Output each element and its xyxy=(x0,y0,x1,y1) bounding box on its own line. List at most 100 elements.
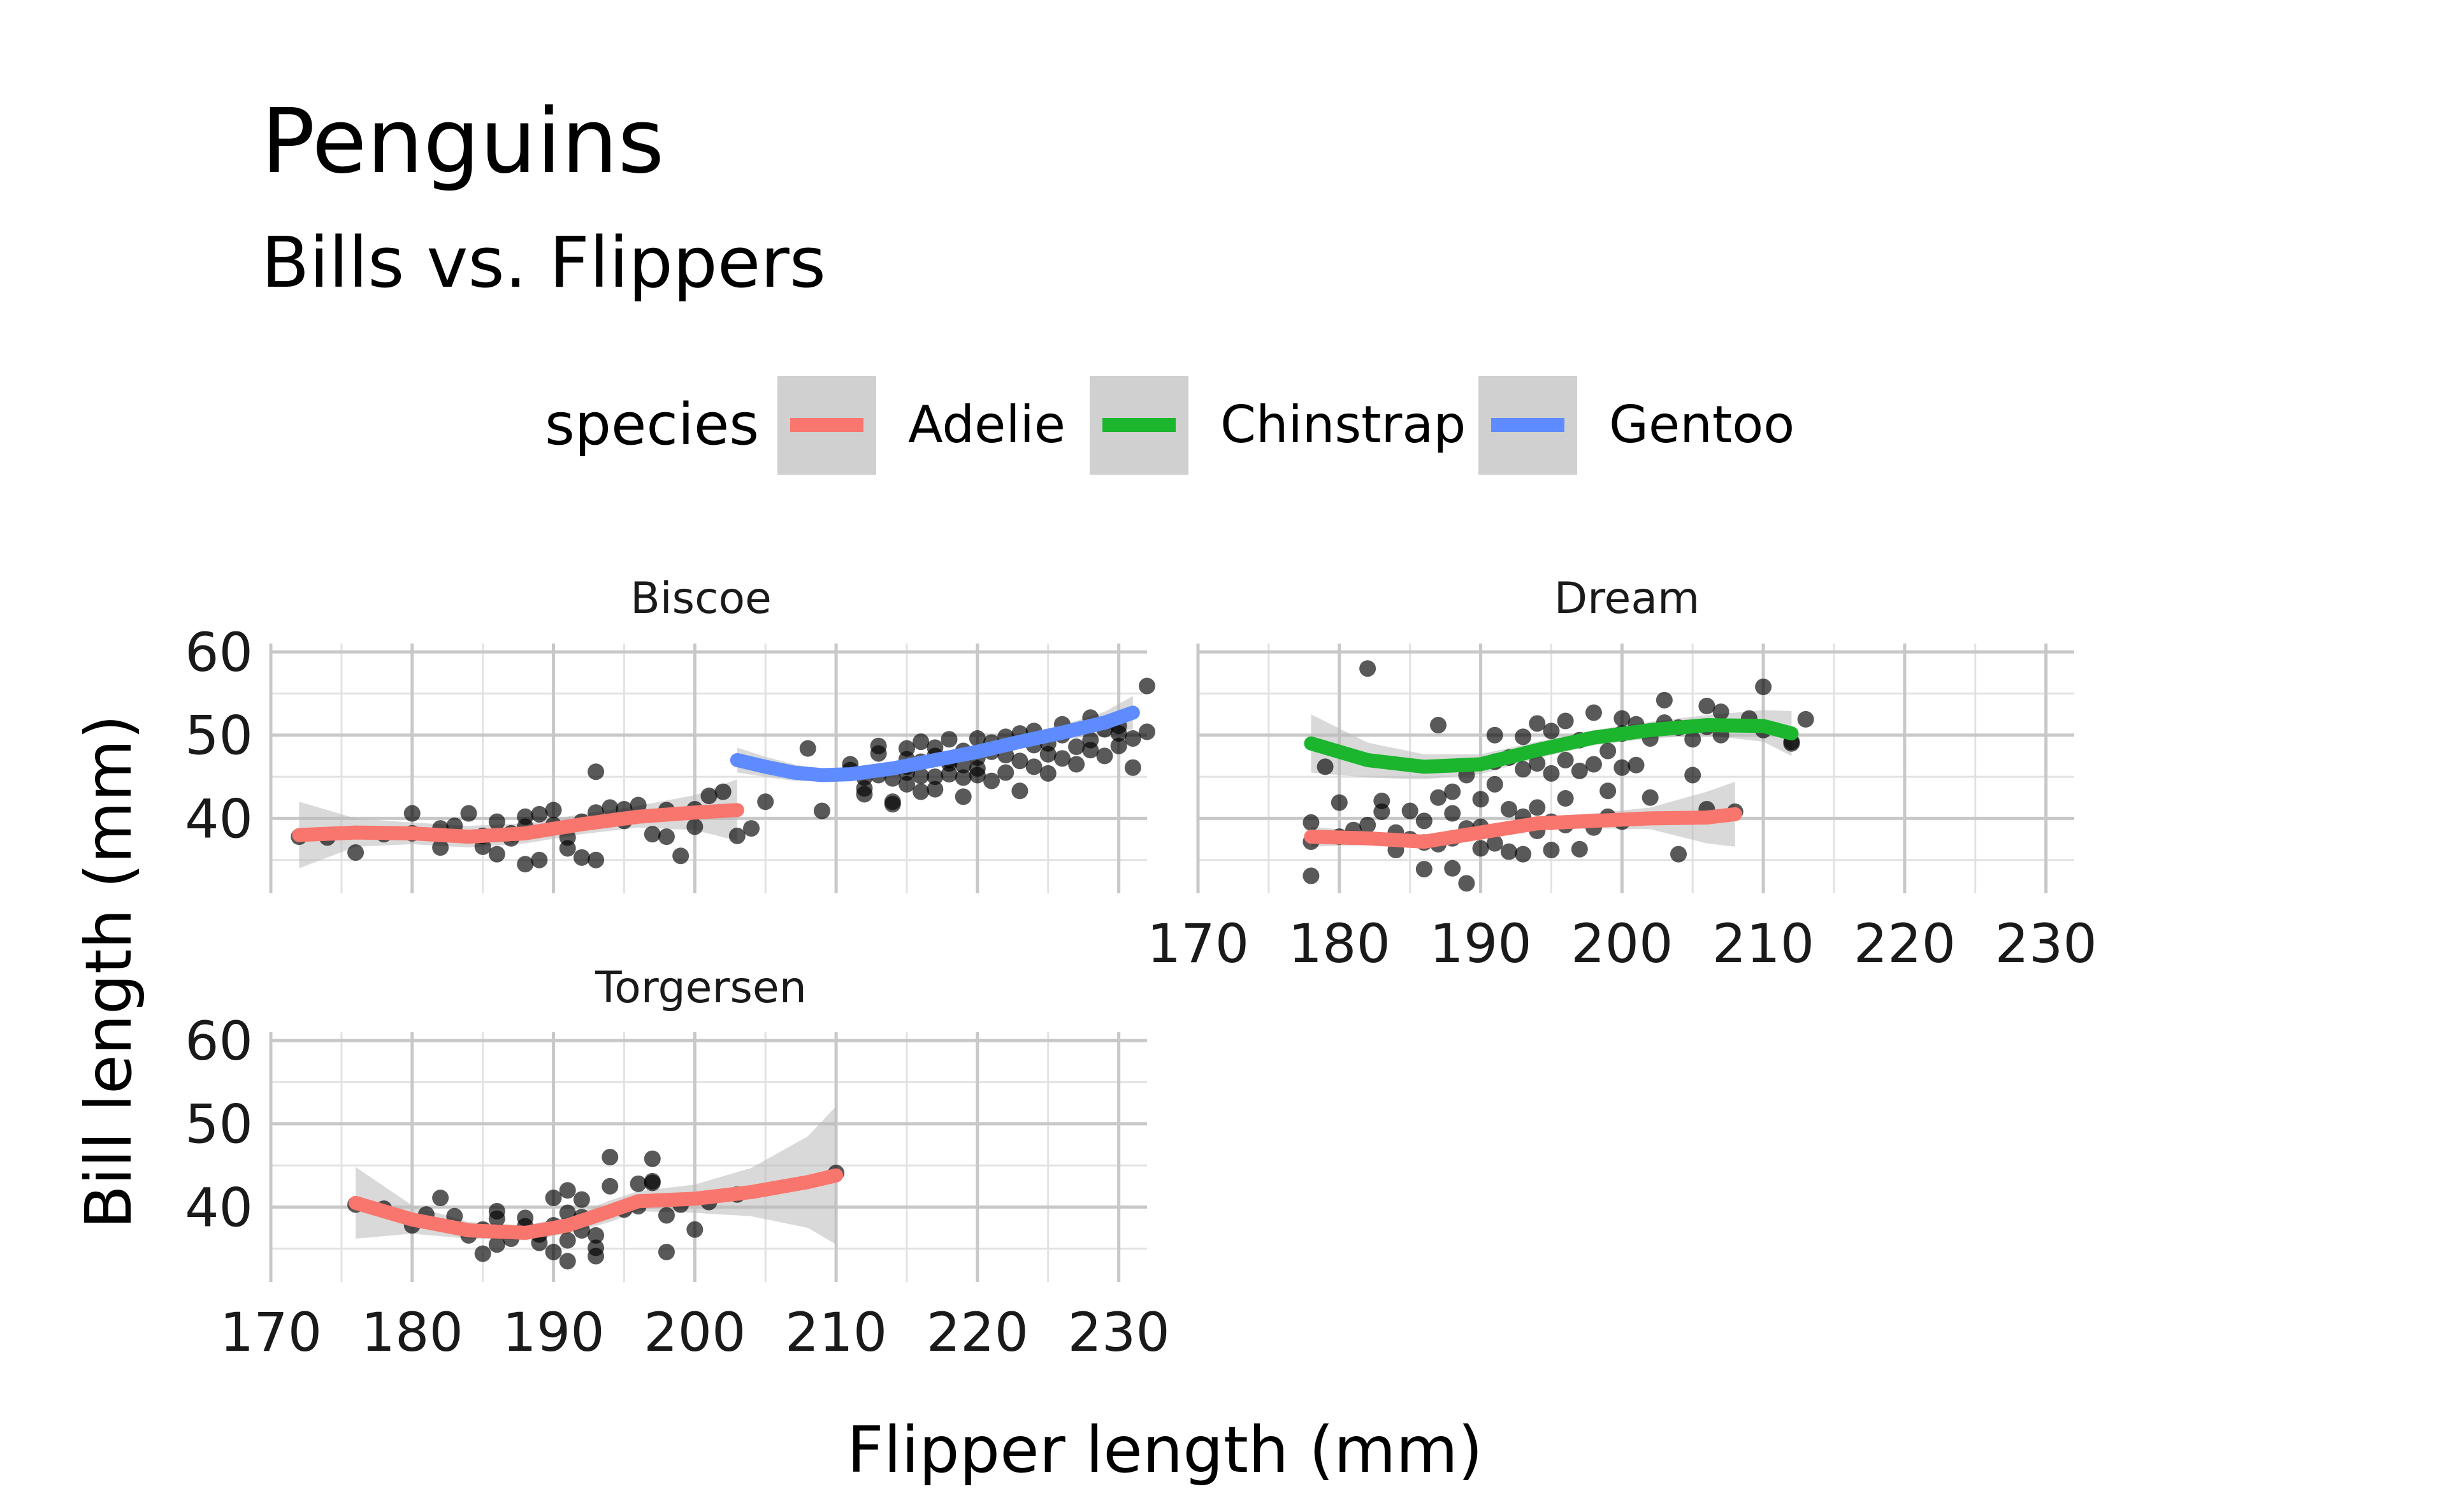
data-point xyxy=(1684,731,1701,748)
legend-title: species xyxy=(545,391,759,458)
data-point xyxy=(432,839,449,856)
data-point xyxy=(1472,791,1489,808)
data-point xyxy=(602,799,619,816)
legend-label-chinstrap: Chinstrap xyxy=(1220,395,1466,454)
data-point xyxy=(531,851,548,868)
data-point xyxy=(488,813,505,830)
data-point xyxy=(955,788,972,805)
data-point xyxy=(913,733,930,751)
data-point xyxy=(714,783,732,800)
data-point xyxy=(1529,715,1546,732)
data-point xyxy=(1444,783,1461,800)
x-tick-label: 230 xyxy=(1995,912,2097,975)
data-point xyxy=(799,740,816,757)
data-point xyxy=(1430,717,1447,734)
data-point xyxy=(1124,730,1141,747)
data-point xyxy=(1415,812,1433,830)
data-point xyxy=(460,805,477,822)
data-point xyxy=(1486,775,1503,793)
data-point xyxy=(1359,660,1376,677)
chart-title: Penguins xyxy=(261,90,664,194)
data-point xyxy=(1331,794,1348,811)
data-point xyxy=(630,796,647,814)
data-point xyxy=(913,767,930,784)
x-tick-label: 220 xyxy=(927,1301,1029,1364)
data-point xyxy=(1068,756,1085,773)
data-point xyxy=(1599,742,1617,760)
smooth-line-adelie xyxy=(1304,807,1742,849)
data-point xyxy=(588,1227,605,1244)
data-point xyxy=(1500,843,1517,860)
panel-torgersen xyxy=(269,1032,1147,1282)
data-point xyxy=(672,847,689,865)
data-point xyxy=(1571,840,1588,858)
data-point xyxy=(1500,801,1517,818)
data-point xyxy=(1642,789,1659,806)
chart-subtitle: Bills vs. Flippers xyxy=(261,222,826,303)
y-tick-label: 60 xyxy=(185,1010,253,1072)
data-point xyxy=(1656,691,1673,709)
x-tick-label: 180 xyxy=(361,1301,463,1364)
legend-label-adelie: Adelie xyxy=(908,395,1065,454)
data-point xyxy=(813,802,830,819)
data-point xyxy=(927,768,944,786)
data-point xyxy=(1557,790,1574,807)
y-tick-label: 40 xyxy=(185,788,253,850)
smooth-line-gentoo xyxy=(730,705,1140,782)
data-point xyxy=(1613,710,1631,727)
legend-label-gentoo: Gentoo xyxy=(1609,395,1794,454)
data-point xyxy=(1068,738,1085,756)
data-point xyxy=(1515,728,1532,745)
data-point xyxy=(1096,747,1113,765)
data-point xyxy=(757,793,774,810)
x-tick-label: 210 xyxy=(1712,912,1814,975)
x-tick-label: 220 xyxy=(1854,912,1956,975)
data-point xyxy=(1124,759,1141,776)
smooth-line-adelie xyxy=(292,803,744,844)
data-point xyxy=(1139,677,1155,695)
x-tick-label: 170 xyxy=(220,1301,322,1364)
data-point xyxy=(1515,846,1532,863)
data-point xyxy=(517,1209,534,1227)
x-tick-label: 210 xyxy=(785,1301,887,1364)
data-point xyxy=(1684,767,1701,784)
x-tick-label: 190 xyxy=(502,1301,604,1364)
data-point xyxy=(1628,756,1645,774)
data-point xyxy=(941,766,958,783)
data-point xyxy=(658,1207,675,1224)
panel-dream xyxy=(1196,644,2074,893)
data-point xyxy=(927,781,944,798)
legend-entry-chinstrap: Chinstrap xyxy=(1090,376,1466,475)
data-point xyxy=(686,1221,704,1238)
data-point xyxy=(941,731,958,748)
y-axis-title: Bill length (mm) xyxy=(71,714,146,1228)
data-point xyxy=(602,1149,619,1165)
data-point xyxy=(1543,765,1560,782)
data-point xyxy=(517,856,534,873)
panel-biscoe xyxy=(269,644,1155,893)
data-point xyxy=(1025,758,1043,775)
legend: species Adelie Chinstrap Gentoo xyxy=(545,376,1794,475)
data-point xyxy=(1698,698,1715,714)
strip-label-dream: Dream xyxy=(1554,573,1700,624)
data-point xyxy=(686,818,704,835)
data-point xyxy=(559,1232,576,1249)
data-point xyxy=(1011,782,1029,800)
data-point xyxy=(1444,860,1461,877)
data-point xyxy=(573,849,590,866)
data-point xyxy=(1712,703,1729,721)
data-point xyxy=(588,851,605,868)
data-point xyxy=(1670,846,1687,863)
smooth-line-adelie xyxy=(349,1168,844,1240)
data-point xyxy=(743,820,760,837)
y-tick-label: 50 xyxy=(185,1093,253,1156)
data-point xyxy=(983,772,1000,789)
data-point xyxy=(1557,751,1574,768)
data-point xyxy=(545,1243,562,1260)
data-point xyxy=(658,1243,675,1260)
data-point xyxy=(1011,752,1029,770)
data-point xyxy=(1599,782,1617,800)
data-point xyxy=(1444,805,1461,822)
data-point xyxy=(545,1190,562,1207)
